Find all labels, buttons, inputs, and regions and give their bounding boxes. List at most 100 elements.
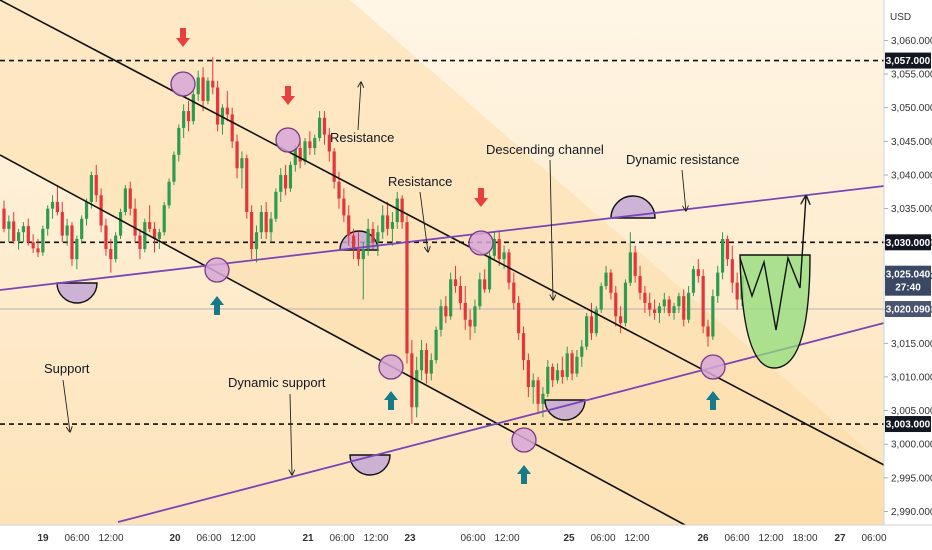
price-tick-label: 3,040.000	[891, 171, 932, 182]
time-tick-label: 20	[169, 533, 181, 544]
candle-body	[720, 238, 725, 273]
candle-body	[284, 175, 288, 189]
candle-body	[2, 208, 6, 229]
candle-body	[216, 87, 220, 125]
candle-body	[473, 306, 477, 327]
candle-body	[551, 366, 555, 381]
candle-body	[585, 316, 589, 347]
price-tick-label: 3,035.000	[891, 204, 932, 215]
candle-body	[356, 249, 361, 260]
annotation-label: Support	[44, 361, 90, 376]
price-tag-label: 3,003.000	[886, 420, 931, 431]
candle-body	[157, 232, 161, 239]
candle-body	[16, 232, 21, 241]
candle-body	[604, 272, 608, 287]
touch-zone-semicircle	[56, 282, 98, 304]
candle-body	[609, 272, 613, 293]
candle-body	[424, 350, 429, 374]
candle-body	[109, 249, 113, 260]
candle-body	[458, 286, 462, 303]
up-arrow-icon	[384, 391, 398, 410]
candle-body	[487, 255, 492, 290]
candle-body	[182, 111, 186, 128]
candle-body	[667, 299, 671, 313]
time-tick-label: 06:00	[724, 533, 749, 544]
candle-body	[653, 309, 657, 313]
price-tag-box	[885, 301, 931, 318]
bar-countdown-label: 27:40	[895, 283, 921, 294]
candle-body	[619, 316, 623, 324]
candle-body	[172, 154, 176, 182]
candle-body	[570, 353, 574, 374]
touch-point-circle	[204, 257, 230, 283]
candle-body	[449, 279, 453, 317]
candle-body	[317, 117, 322, 138]
candle-body	[351, 235, 356, 250]
candle-body	[648, 302, 652, 310]
candle-body	[138, 235, 142, 250]
price-tick-label: 3,005.000	[891, 406, 932, 417]
price-tag-label: 3,030.000	[886, 238, 931, 249]
annotation-label: Dynamic resistance	[626, 152, 739, 167]
candles-group	[2, 57, 744, 425]
candle-body	[599, 286, 603, 310]
candle-body	[706, 326, 710, 337]
candle-body	[628, 252, 632, 283]
projection-path	[739, 196, 806, 331]
candle-body	[371, 228, 375, 243]
candle-body	[293, 148, 297, 165]
candle-body	[536, 380, 540, 404]
candle-body	[711, 296, 715, 337]
candle-body	[167, 181, 171, 206]
candle-body	[148, 222, 152, 229]
candle-body	[517, 302, 521, 334]
time-tick-label: 06:00	[460, 533, 485, 544]
candle-body	[186, 111, 191, 122]
candle-body	[390, 222, 395, 229]
time-tick-label: 06:00	[861, 533, 886, 544]
candle-body	[381, 215, 385, 233]
up-arrow-icon	[517, 465, 531, 484]
touch-point-circle	[275, 127, 301, 153]
candle-body	[347, 215, 351, 236]
candle-body	[555, 370, 560, 381]
candle-body	[220, 107, 225, 125]
candle-body	[735, 282, 739, 300]
candle-body	[580, 346, 584, 357]
candle-body	[512, 282, 516, 303]
time-tick-label: 12:00	[494, 533, 519, 544]
price-tick-label: 3,045.000	[891, 137, 932, 148]
touch-point-circle	[700, 354, 726, 380]
candle-body	[308, 141, 312, 149]
candle-body	[419, 350, 424, 371]
candle-body	[429, 360, 433, 374]
candle-body	[152, 228, 157, 239]
candle-body	[298, 148, 302, 162]
candle-body	[196, 77, 200, 95]
candle-body	[410, 353, 414, 408]
touch-point-circle	[511, 427, 537, 453]
time-tick-label: 18:00	[792, 533, 817, 544]
time-tick-label: 12:00	[98, 533, 123, 544]
candle-body	[492, 238, 496, 256]
candle-body	[686, 292, 691, 320]
candle-body	[279, 175, 283, 192]
candle-body	[682, 296, 686, 320]
candle-body	[225, 107, 229, 115]
candle-body	[405, 222, 409, 354]
candle-body	[672, 306, 676, 313]
candle-body	[31, 242, 35, 249]
candle-body	[594, 309, 598, 334]
channel-upper-line	[0, 0, 885, 466]
current-price-box	[885, 265, 931, 296]
price-tick-label: 3,050.000	[891, 103, 932, 114]
candle-body	[730, 259, 734, 283]
time-tick-label: 21	[302, 533, 314, 544]
candle-body	[313, 137, 317, 149]
price-tag-label: 3,020.090	[886, 305, 931, 316]
time-tick-label: 12:00	[230, 533, 255, 544]
candle-body	[143, 222, 147, 250]
candle-body	[201, 77, 205, 101]
